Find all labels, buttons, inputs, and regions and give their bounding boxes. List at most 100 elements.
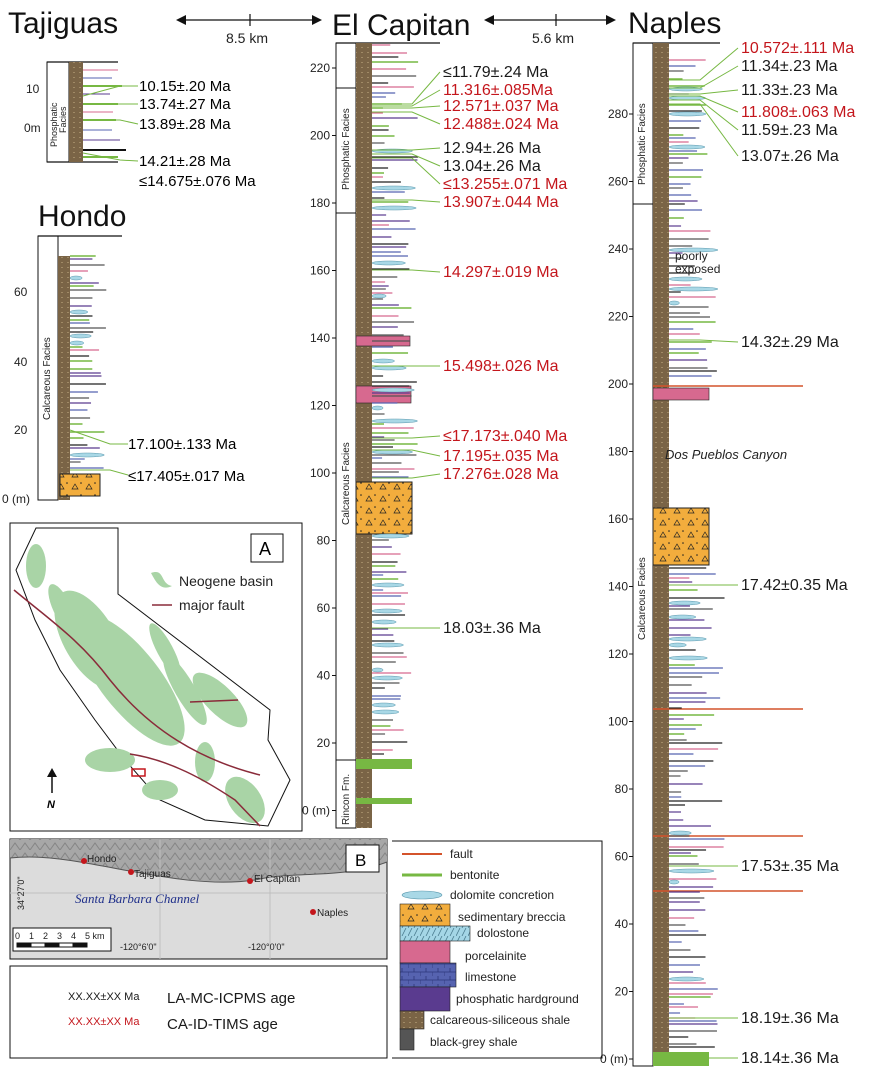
legend-fault: fault (450, 847, 473, 861)
legend-limestone: limestone (465, 970, 517, 984)
naples-age-1: 10.572±.111 Ma (741, 40, 854, 57)
layer-mark (69, 340, 85, 346)
naples-age-7: 14.32±.29 Ma (741, 334, 839, 351)
layer-mark (668, 111, 707, 117)
naples-facies-phosphatic: Phosphatic Facies (637, 103, 648, 185)
tajiguas-facies-2: Facies (58, 106, 68, 133)
tick-label: 140 (310, 331, 330, 345)
tick-label: 260 (608, 175, 628, 189)
layer-mark (668, 144, 706, 150)
tick-label: 0 (m) (302, 804, 330, 818)
tick-label: 40 (317, 669, 331, 683)
layer-mark (668, 636, 707, 642)
layer-mark (371, 205, 417, 211)
tajiguas-column (46, 61, 126, 163)
el-capitan-age-13: 17.276±.028 Ma (443, 466, 559, 483)
layer-mark (371, 260, 406, 266)
distance-label-2: 5.6 km (532, 30, 574, 46)
tick-label: 220 (608, 310, 628, 324)
layer-mark (371, 449, 413, 455)
tick-label: 80 (615, 782, 629, 796)
key-tims-label: CA-ID-TIMS age (167, 1016, 278, 1033)
scale-3: 3 (57, 931, 62, 941)
layer-mark (371, 405, 384, 411)
tick-label: 200 (608, 377, 628, 391)
distance-arrow-2 (484, 14, 616, 26)
hondo-tick-40: 40 (14, 355, 28, 369)
el-capitan-title: El Capitan (332, 9, 470, 42)
tajiguas-age-5: ≤14.675±.076 Ma (139, 173, 256, 190)
tick-label: 100 (608, 715, 628, 729)
el-capitan-age-5: 12.94±.26 Ma (443, 140, 541, 157)
tick-label: 200 (310, 129, 330, 143)
tajiguas-tick-10: 10 (26, 82, 40, 96)
tajiguas-facies-1: Phosphatic (49, 102, 59, 147)
legend-phosphatic-hardground: phosphatic hardground (456, 992, 579, 1006)
naples-age-leaders (669, 47, 739, 1059)
layer-mark (371, 387, 415, 393)
layer-mark (371, 582, 405, 588)
el-capitan-facies-calcareous: Calcareous Facies (341, 442, 352, 525)
tajiguas-title: Tajiguas (8, 7, 118, 40)
tajiguas-tick-0: 0m (24, 121, 41, 135)
map-a-label: A (259, 539, 271, 559)
tick-label: 100 (310, 466, 330, 480)
tick-label: 160 (310, 264, 330, 278)
tick-label: 220 (310, 61, 330, 75)
layer-mark (668, 830, 692, 836)
map-b-lat: 34°27'0" (16, 876, 26, 910)
legend-bentonite: bentonite (450, 868, 500, 882)
naples-age-6: 13.07±.26 Ma (741, 148, 839, 165)
layer-mark (371, 418, 418, 424)
hondo-age-2: ≤17.405±.017 Ma (128, 468, 245, 485)
legend-black-grey-shale: black-grey shale (430, 1035, 518, 1049)
layer-mark (371, 533, 410, 539)
legend-sedimentary-breccia: sedimentary breccia (458, 910, 566, 924)
layer-mark (371, 667, 384, 673)
hondo-column (37, 235, 122, 501)
map-b-lon1: -120°6'0" (120, 942, 157, 952)
distance-label-1: 8.5 km (226, 30, 268, 46)
tick-label: 280 (608, 107, 628, 121)
layer-mark (371, 709, 400, 715)
layer-mark (371, 365, 407, 371)
el-capitan-age-8: 13.907±.044 Ma (443, 194, 559, 211)
layer-mark (371, 702, 396, 708)
hondo-age-1: 17.100±.133 Ma (128, 436, 237, 453)
el-capitan-layers (371, 44, 419, 755)
tick-label: 120 (608, 647, 628, 661)
naples-age-8: 17.42±0.35 Ma (741, 577, 848, 594)
tick-label: 80 (317, 534, 331, 548)
tick-label: 60 (615, 850, 629, 864)
layer-mark (668, 247, 719, 253)
tick-label: 180 (608, 445, 628, 459)
el-capitan-facies-rincon: Rincon Fm. (341, 774, 352, 825)
north-arrow-icon (47, 768, 57, 777)
el-capitan-facies-phosphatic: Phosphatic Facies (341, 108, 352, 190)
scale-bar (16, 942, 88, 948)
el-capitan-age-6: 13.04±.26 Ma (443, 158, 541, 175)
neogene-basins (26, 544, 265, 824)
tick-label: 60 (317, 601, 331, 615)
tick-label: 180 (310, 196, 330, 210)
scale-2: 2 (43, 931, 48, 941)
el-capitan-age-9: 14.297±.019 Ma (443, 264, 559, 281)
layer-mark (668, 600, 701, 606)
layer-mark (371, 293, 387, 299)
naples-ticks: 280 260 240 220 200 180 160 140 120 100 80 60 40 20 0 … (600, 107, 633, 1066)
naples-age-4: 11.808±.063 Ma (741, 104, 855, 121)
tick-label: 20 (317, 736, 331, 750)
layer-mark (668, 276, 703, 282)
layer-mark (668, 868, 715, 874)
north-label: N (47, 799, 56, 811)
age-key: XX.XX±XX Ma LA-MC-ICPMS age XX.XX±XX Ma … (9, 965, 388, 1059)
hondo-age-leaders (69, 429, 129, 476)
major-faults (13, 589, 261, 827)
tajiguas-age-4: 14.21±.28 Ma (139, 153, 231, 170)
distance-arrow-1 (176, 14, 322, 26)
layer-mark (668, 614, 697, 620)
tick-label: 160 (608, 512, 628, 526)
el-capitan-age-2: 11.316±.085Ma (443, 82, 553, 99)
